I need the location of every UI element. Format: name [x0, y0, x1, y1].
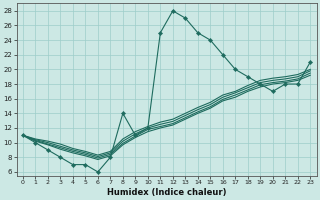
X-axis label: Humidex (Indice chaleur): Humidex (Indice chaleur)	[107, 188, 226, 197]
